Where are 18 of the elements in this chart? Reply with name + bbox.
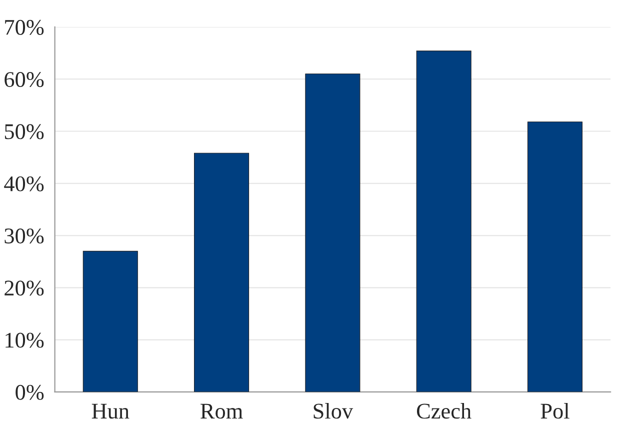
y-tick-label: 30% — [4, 228, 44, 244]
bar — [194, 152, 250, 392]
y-tick-label: 20% — [4, 280, 44, 296]
x-tick-label: Hun — [92, 404, 130, 419]
y-tick-label: 70% — [5, 20, 44, 35]
y-tick-label: 50% — [4, 124, 44, 140]
x-tick-label: Rom — [200, 404, 243, 419]
y-tick-label: 60% — [4, 72, 44, 88]
bar — [527, 122, 582, 392]
x-tick-label: Pol — [540, 403, 570, 419]
bar — [82, 250, 138, 392]
x-tick-label: Slov — [314, 403, 354, 419]
y-tick-label: 10% — [6, 332, 44, 348]
y-tick-label: 0% — [16, 384, 44, 400]
bar — [416, 50, 472, 392]
x-tick-label: Czech — [416, 403, 472, 419]
y-tick-label: 40% — [4, 176, 44, 192]
bar — [305, 74, 360, 392]
